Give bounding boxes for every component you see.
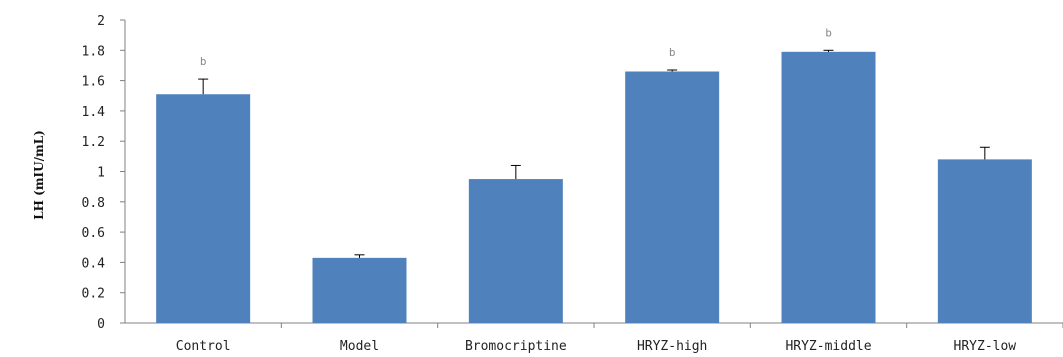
x-axis-categories: Control Model Bromocriptine HRYZ-high HRYZ-m… <box>176 323 1063 354</box>
significance-label: b <box>825 26 832 39</box>
category-label: Model <box>340 339 379 354</box>
category-label: HRYZ-middle <box>785 339 871 354</box>
y-axis-label: LH (mIU/mL) <box>32 130 46 220</box>
y-tick-label: 0.6 <box>82 226 105 241</box>
y-axis-ticks: 0 0.2 0.4 0.6 0.8 1 1.2 1.4 1.6 1.8 2 <box>82 14 125 332</box>
error-bar <box>667 69 678 72</box>
error-bar <box>979 146 990 160</box>
bar <box>156 94 251 323</box>
error-bar <box>823 49 834 52</box>
bars-group: b b b <box>156 26 1032 323</box>
category-label: HRYZ-low <box>954 339 1017 354</box>
category-label: Control <box>176 339 231 354</box>
category-label: Bromocriptine <box>465 339 567 354</box>
bar <box>625 71 720 323</box>
y-tick-label: 0.8 <box>82 196 105 211</box>
error-bar <box>510 164 521 180</box>
bar <box>781 51 876 323</box>
y-tick-label: 1.8 <box>82 44 105 59</box>
error-bar <box>198 78 209 95</box>
bar <box>312 257 407 323</box>
y-tick-label: 2 <box>97 14 105 29</box>
significance-label: b <box>669 46 676 59</box>
y-tick-label: 1.4 <box>82 105 106 120</box>
category-label: HRYZ-high <box>637 339 707 354</box>
y-tick-label: 0 <box>97 317 105 332</box>
y-tick-label: 1.6 <box>82 75 105 90</box>
significance-label: b <box>200 55 207 68</box>
y-tick-label: 0.4 <box>82 256 106 271</box>
bar <box>468 179 563 323</box>
y-tick-label: 1.2 <box>82 135 105 150</box>
error-bar <box>354 254 365 258</box>
bar <box>937 159 1032 323</box>
y-tick-label: 1 <box>97 166 105 181</box>
y-tick-label: 0.2 <box>82 287 105 302</box>
